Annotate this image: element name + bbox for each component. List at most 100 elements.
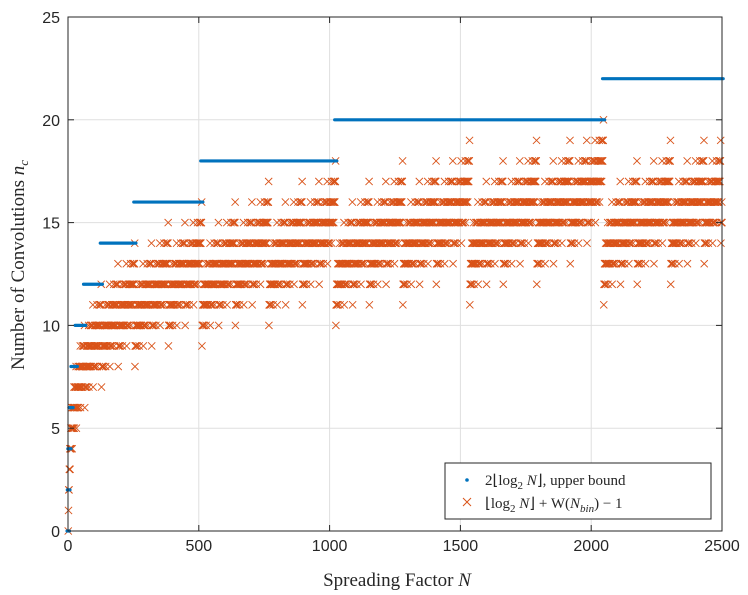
scatter-marker [250, 280, 259, 289]
scatter-marker [694, 218, 702, 227]
scatter-marker [195, 259, 204, 268]
scatter-marker [268, 259, 277, 268]
scatter-marker [165, 321, 174, 330]
scatter-marker [632, 177, 641, 186]
y-axis-label: Number of Convolutions nc [8, 160, 31, 370]
scatter-marker [230, 218, 239, 227]
scatter-marker [714, 157, 723, 165]
scatter-marker [193, 280, 202, 289]
scatter-marker [210, 259, 218, 268]
scatter-marker [482, 177, 491, 186]
scatter-marker [461, 177, 470, 186]
scatter-marker [530, 157, 539, 165]
scatter-marker [601, 280, 610, 289]
scatter-marker [93, 300, 101, 309]
scatter-marker [442, 239, 451, 248]
scatter-marker [670, 198, 679, 206]
y-tick-label: 0 [51, 524, 60, 541]
scatter-marker [551, 239, 560, 248]
scatter-marker [599, 300, 608, 309]
scatter-marker [141, 321, 150, 330]
scatter-marker [114, 362, 123, 371]
scatter-marker [668, 259, 677, 268]
scatter-marker [467, 280, 476, 289]
scatter-marker [285, 218, 294, 227]
scatter-marker [261, 239, 270, 248]
scatter-marker [394, 239, 403, 248]
scatter-marker [474, 280, 483, 289]
scatter-marker [118, 280, 127, 289]
scatter-marker [393, 218, 402, 227]
scatter-marker [131, 362, 139, 371]
scatter-marker [126, 259, 135, 268]
scatter-marker [260, 198, 269, 206]
scatter-marker [351, 259, 360, 268]
scatter-marker [377, 218, 386, 227]
scatter-marker [584, 218, 592, 227]
scatter-marker [296, 198, 304, 206]
scatter-marker [142, 300, 151, 309]
scatter-marker [397, 198, 406, 206]
scatter-marker [475, 259, 484, 268]
x-tick-label: 2500 [704, 538, 740, 555]
scatter-marker [580, 157, 589, 165]
scatter-marker [620, 218, 629, 227]
scatter-marker [482, 280, 491, 289]
scatter-marker [364, 198, 373, 206]
scatter-marker [369, 239, 377, 248]
scatter-marker [429, 198, 438, 206]
scatter-marker [712, 157, 721, 165]
legend-marker-upper-bound [465, 478, 469, 482]
scatter-marker [592, 198, 601, 206]
scatter-marker [327, 177, 336, 186]
scatter-marker [362, 218, 371, 227]
legend-marker-actual [462, 497, 472, 507]
scatter-marker [610, 259, 619, 268]
scatter-marker [529, 198, 538, 206]
scatter-marker [109, 321, 117, 330]
scatter-marker [670, 218, 679, 227]
scatter-marker [399, 280, 408, 289]
scatter-marker [128, 280, 137, 289]
scatter-marker [80, 403, 89, 412]
scatter-marker [628, 198, 637, 206]
scatter-marker [243, 239, 252, 248]
scatter-marker [667, 259, 676, 268]
scatter-marker [653, 198, 662, 206]
scatter-marker [164, 239, 172, 248]
scatter-marker [92, 342, 101, 350]
scatter-marker [200, 321, 208, 330]
scatter-marker [168, 280, 177, 289]
scatter-marker [386, 198, 394, 206]
scatter-marker [266, 300, 274, 309]
scatter-marker [432, 157, 440, 165]
scatter-marker [583, 239, 591, 248]
scatter-marker [460, 198, 469, 206]
scatter-marker [627, 239, 635, 248]
scatter-marker [660, 218, 669, 227]
scatter-marker [636, 239, 645, 248]
scatter-marker [469, 239, 478, 248]
scatter-marker [549, 259, 558, 268]
scatter-marker [394, 177, 403, 186]
scatter-marker [645, 177, 654, 186]
scatter-marker [525, 218, 534, 227]
scatter-marker [666, 136, 675, 145]
scatter-marker [614, 198, 623, 206]
scatter-marker [566, 259, 575, 268]
scatter-marker [176, 259, 185, 268]
scatter-marker [561, 177, 570, 186]
scatter-marker [224, 280, 233, 289]
scatter-marker [75, 383, 84, 391]
scatter-marker [97, 383, 106, 391]
scatter-marker [477, 239, 486, 248]
scatter-marker [410, 218, 419, 227]
scatter-marker [577, 198, 586, 206]
scatter-marker [132, 342, 140, 350]
scatter-marker [259, 239, 268, 248]
scatter-marker [575, 218, 584, 227]
scatter-marker [218, 259, 227, 268]
scatter-marker [92, 321, 101, 330]
scatter-marker [603, 239, 612, 248]
scatter-marker [385, 239, 394, 248]
